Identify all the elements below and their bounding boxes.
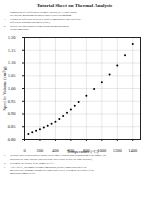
html-text:amorphous sample at 0°C.: amorphous sample at 0°C. [10,172,37,176]
svg-text:1.15: 1.15 [8,48,17,53]
svg-text:1200: 1200 [113,148,123,153]
html-text:2.: 2. [4,25,6,29]
svg-text:1.00: 1.00 [8,86,17,91]
html-text:c.: c. [4,154,6,158]
svg-text:1.05: 1.05 [8,74,17,79]
html-text:Explain the difference between: Explain the difference between a "power … [10,17,82,21]
html-text:Determine the density of the s: Determine the density of the sample at 0… [10,161,55,165]
svg-text:1000: 1000 [97,148,107,153]
svg-text:1.10: 1.10 [8,61,17,66]
html-text:Describe how a representative: Describe how a representative shown in t… [10,154,107,158]
svg-text:0.90: 0.90 [8,112,17,117]
svg-text:0: 0 [23,148,26,153]
html-text:versus temperature.: versus temperature. [10,28,30,32]
svg-text:Specific Volume (cm³/g): Specific Volume (cm³/g) [2,66,7,111]
svg-text:0.80: 0.80 [8,137,17,142]
svg-text:1.20: 1.20 [8,35,17,40]
html-text:the lines/the measurements and: the lines/the measurements and/or conver… [10,13,72,17]
svg-text:Temperature (°C): Temperature (°C) [67,149,99,154]
svg-text:400: 400 [52,148,60,153]
html-text:particular the large increase: particular the large increase and a decr… [10,157,93,161]
svg-text:0.85: 0.85 [8,125,17,130]
html-text:Retrieve the data obtained fro: Retrieve the data obtained from calibrat… [10,25,69,29]
html-text:After 100 °C, the sample becom: After 100 °C, the sample becomes amorpho… [10,165,87,169]
html-text:molecules are randomly arrange: molecules are randomly arranged at a mol… [10,169,95,172]
svg-text:0.95: 0.95 [8,99,17,104]
svg-text:200: 200 [37,148,45,153]
html-text:Tutorial Sheet on Thermal Anal: Tutorial Sheet on Thermal Analysis [36,3,113,8]
html-text:differential scanning calorime: differential scanning calorimetry (DSC) [10,21,50,24]
html-text:components of a Differential T: components of a Differential Thermal Ana… [10,10,77,14]
html-text:d.: d. [4,161,6,165]
html-text:1.: 1. [4,17,6,21]
svg-text:1400: 1400 [128,148,138,153]
html-text:e.: e. [4,165,6,169]
